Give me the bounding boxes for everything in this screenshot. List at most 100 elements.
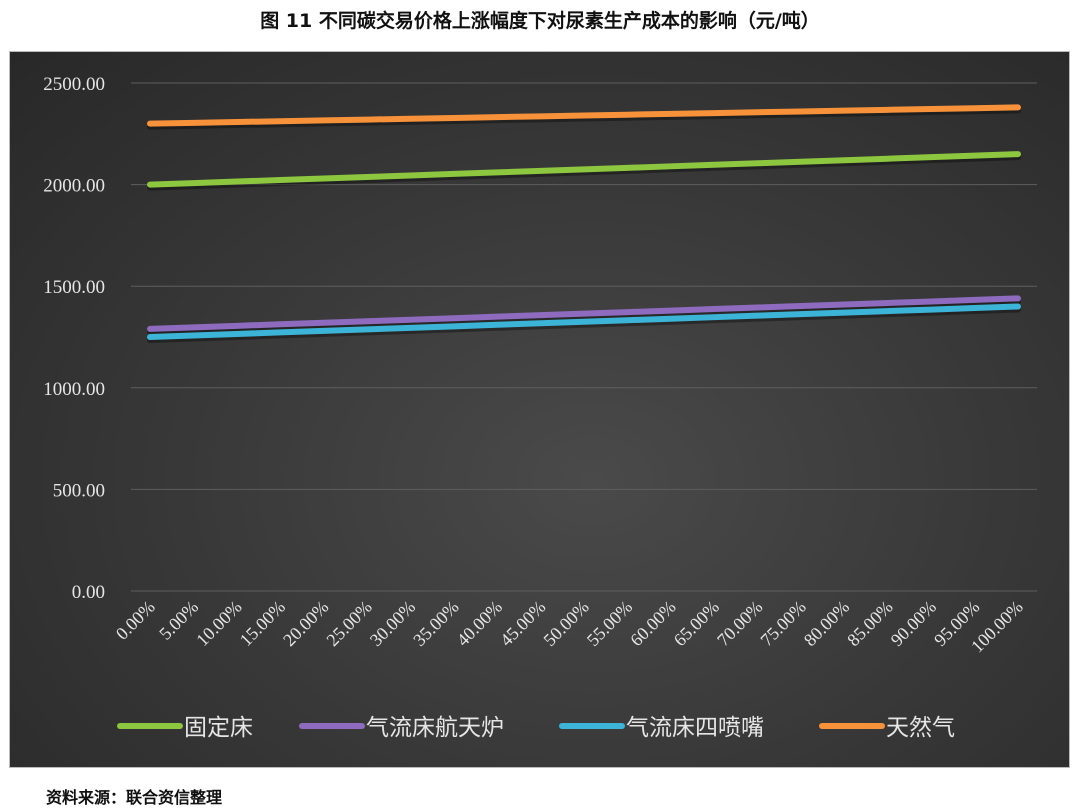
data-point — [713, 164, 715, 166]
data-point — [453, 173, 455, 175]
data-point — [540, 170, 542, 172]
data-point — [496, 116, 498, 118]
x-tick-label: 75.00% — [756, 597, 809, 650]
data-point — [236, 181, 238, 183]
x-tick-label: 60.00% — [626, 597, 679, 650]
data-point — [453, 117, 455, 119]
data-point — [366, 119, 368, 121]
data-point — [453, 325, 455, 327]
data-point — [670, 310, 672, 312]
data-point — [583, 168, 585, 170]
data-point — [409, 327, 411, 329]
data-point — [149, 184, 151, 186]
data-point — [279, 179, 281, 181]
data-point — [192, 326, 194, 328]
x-tick-label: 70.00% — [713, 597, 766, 650]
data-point — [930, 108, 932, 110]
y-tick-label: 500.00 — [53, 480, 105, 501]
data-point — [1017, 153, 1019, 155]
data-point — [887, 158, 889, 160]
data-point — [800, 305, 802, 307]
data-point — [887, 109, 889, 111]
data-point — [930, 300, 932, 302]
data-point — [800, 313, 802, 315]
data-point — [974, 307, 976, 309]
data-point — [713, 112, 715, 114]
data-point — [409, 319, 411, 321]
data-point — [626, 311, 628, 313]
data-point — [236, 333, 238, 335]
data-point — [713, 316, 715, 318]
x-tick-label: 15.00% — [236, 597, 289, 650]
data-point — [496, 324, 498, 326]
legend-label: 天然气 — [886, 715, 955, 741]
data-point — [757, 111, 759, 113]
data-point — [670, 113, 672, 115]
x-tick-label: 40.00% — [453, 597, 506, 650]
x-tick-label: 35.00% — [409, 597, 462, 650]
data-point — [974, 299, 976, 301]
data-point — [236, 325, 238, 327]
y-tick-label: 1000.00 — [43, 379, 105, 400]
data-point — [887, 302, 889, 304]
data-point — [149, 328, 151, 330]
data-point — [1017, 106, 1019, 108]
data-point — [149, 123, 151, 125]
data-point — [149, 336, 151, 338]
data-point — [887, 310, 889, 312]
x-tick-label: 25.00% — [322, 597, 375, 650]
data-point — [236, 121, 238, 123]
data-point — [843, 110, 845, 112]
data-point — [323, 119, 325, 121]
data-point — [583, 313, 585, 315]
data-point — [757, 307, 759, 309]
data-point — [670, 318, 672, 320]
data-point — [843, 312, 845, 314]
data-point — [843, 303, 845, 305]
x-tick-label: 55.00% — [583, 597, 636, 650]
data-point — [974, 155, 976, 157]
data-point — [366, 320, 368, 322]
y-tick-label: 0.00 — [72, 582, 105, 603]
x-tick-label: 85.00% — [843, 597, 896, 650]
chart-area — [9, 51, 1070, 768]
data-point — [192, 122, 194, 124]
data-point — [800, 161, 802, 163]
x-tick-label: 90.00% — [887, 597, 940, 650]
data-point — [1017, 297, 1019, 299]
legend-label: 气流床航天炉 — [366, 715, 504, 741]
data-point — [583, 115, 585, 117]
data-point — [670, 165, 672, 167]
data-point — [930, 156, 932, 158]
x-tick-label: 10.00% — [192, 597, 245, 650]
x-tick-label: 30.00% — [366, 597, 419, 650]
data-point — [1017, 306, 1019, 308]
data-point — [279, 323, 281, 325]
data-point — [279, 331, 281, 333]
x-tick-label: 65.00% — [670, 597, 723, 650]
data-point — [757, 315, 759, 317]
x-tick-label: 20.00% — [279, 597, 332, 650]
legend-label: 固定床 — [184, 715, 253, 741]
data-point — [626, 319, 628, 321]
data-point — [800, 110, 802, 112]
data-point — [757, 162, 759, 164]
y-tick-label: 2500.00 — [43, 74, 105, 95]
x-tick-label: 80.00% — [800, 597, 853, 650]
data-point — [496, 316, 498, 318]
data-point — [192, 182, 194, 184]
data-point — [366, 328, 368, 330]
data-point — [323, 178, 325, 180]
data-point — [453, 317, 455, 319]
data-point — [626, 167, 628, 169]
chart-title: 图 11 不同碳交易价格上涨幅度下对尿素生产成本的影响（元/吨） — [260, 10, 820, 32]
data-point — [323, 330, 325, 332]
data-point — [930, 309, 932, 311]
data-point — [409, 118, 411, 120]
x-tick-label: 50.00% — [539, 597, 592, 650]
data-point — [583, 321, 585, 323]
y-tick-label: 1500.00 — [43, 277, 105, 298]
y-tick-label: 2000.00 — [43, 176, 105, 197]
legend-label: 气流床四喷嘴 — [626, 715, 764, 741]
